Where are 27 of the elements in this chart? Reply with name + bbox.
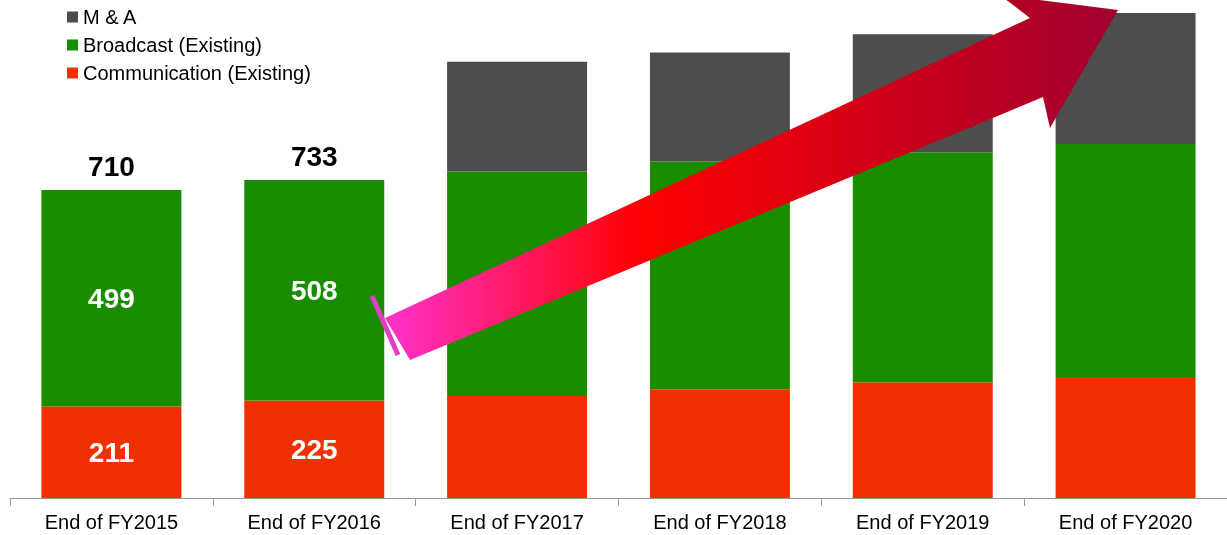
bar [852, 382, 993, 498]
bar [244, 180, 385, 401]
data-label: 499 [88, 282, 135, 314]
x-tick-label: End of FY2015 [44, 511, 179, 533]
total-label: 710 [88, 150, 135, 182]
bar [1055, 144, 1196, 377]
x-tick-label: End of FY2016 [247, 511, 381, 533]
legend-label: Broadcast (Existing) [83, 34, 262, 56]
bar [41, 406, 182, 498]
data-label: 508 [290, 274, 338, 306]
x-tick-label: End of FY2017 [450, 511, 584, 533]
x-tick-label: End of FY2018 [653, 511, 787, 533]
x-tick-label: End of FY2020 [1058, 511, 1193, 533]
bar [649, 389, 790, 498]
total-label: 733 [290, 140, 338, 172]
legend-label: Communication (Existing) [83, 62, 311, 84]
bar [1055, 376, 1196, 498]
data-label: 211 [88, 436, 134, 468]
x-tick-label: End of FY2019 [856, 511, 990, 533]
data-label: 225 [290, 433, 338, 465]
bar [244, 400, 385, 498]
bar [41, 190, 182, 407]
bar [649, 52, 790, 162]
bar [852, 152, 993, 383]
bar [447, 396, 588, 498]
bar [447, 61, 588, 172]
legend-label: M & A [83, 6, 138, 28]
